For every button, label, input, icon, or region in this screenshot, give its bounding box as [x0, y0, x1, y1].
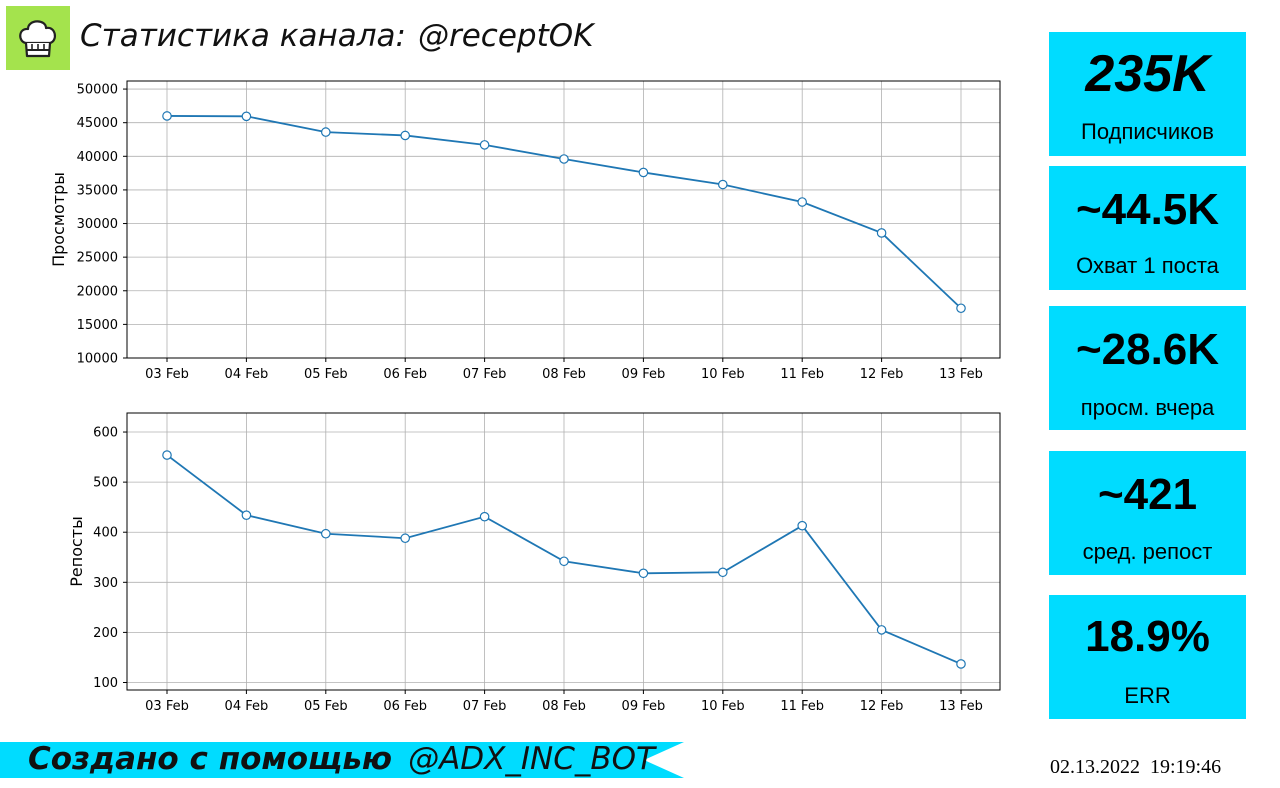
chart-2-y-tick-label: 100: [93, 676, 118, 691]
stat-label: просм. вчера: [1080, 395, 1215, 420]
stat-card-subscribers: 235K Подписчиков: [1049, 32, 1246, 156]
chart-1-data-point: [479, 140, 490, 150]
chart-2-data-point: [638, 568, 649, 579]
stat-label: Охват 1 поста: [1076, 253, 1219, 278]
chart-2-data-point: [797, 520, 807, 531]
chart-1-y-tick-label: 20000: [77, 284, 118, 299]
stat-value: ~44.5K: [1075, 185, 1220, 234]
chart-2-data-point: [559, 556, 569, 567]
chart-1-x-tick-label: 10 Feb: [701, 367, 745, 382]
chart-2-data-point: [876, 625, 887, 635]
stat-card-err: 18.9% ERR: [1049, 595, 1246, 719]
stat-label: Подписчиков: [1081, 119, 1214, 144]
chart-2-data-point: [320, 528, 331, 539]
chart-2-data-point: [162, 450, 172, 460]
chart-2-x-tick-label: 13 Feb: [939, 699, 983, 714]
chart-2-data-point: [400, 533, 410, 544]
chart-2-x-tick-label: 09 Feb: [622, 699, 666, 714]
stat-label: сред. репост: [1082, 539, 1213, 564]
chart-2-x-tick-label: 07 Feb: [463, 699, 507, 714]
chart-2-data-point: [717, 567, 728, 578]
footer-credit: Создано с помощью @ADX_INC_BOT: [28, 739, 655, 779]
chart-2-x-tick-label: 04 Feb: [225, 699, 269, 714]
chart-2-y-tick-label: 600: [93, 426, 118, 441]
chart-2-x-tick-label: 03 Feb: [145, 699, 189, 714]
chef-hat-icon: [6, 6, 70, 70]
chart-1-data-point: [876, 228, 887, 238]
chart-1-y-tick-label: 35000: [77, 183, 118, 198]
chart-1-data-point: [241, 111, 252, 122]
chart-1-x-tick-label: 09 Feb: [622, 367, 666, 382]
chart-1-x-tick-label: 11 Feb: [780, 367, 824, 382]
stat-card-views-yesterday: ~28.6K просм. вчера: [1049, 306, 1246, 430]
title-label: Статистика канала:: [80, 18, 406, 54]
chart-2-data-point: [956, 659, 966, 669]
chart-1-data-point: [559, 154, 569, 164]
chart-2-x-tick-label: 11 Feb: [780, 699, 824, 714]
chart-1-data-point: [717, 179, 728, 190]
chart-2-x-tick-label: 05 Feb: [304, 699, 348, 714]
chart-1-x-tick-label: 04 Feb: [225, 367, 269, 382]
page-title: Статистика канала: @receptOK: [80, 16, 593, 56]
chart-1-x-tick-label: 08 Feb: [542, 367, 586, 382]
stat-value: ~28.6K: [1075, 325, 1220, 374]
chart-1-x-tick-label: 12 Feb: [860, 367, 904, 382]
chart-1-x-tick-label: 03 Feb: [145, 367, 189, 382]
chart-1-y-tick-label: 40000: [77, 150, 118, 165]
chart-1-x-tick-label: 06 Feb: [383, 367, 427, 382]
chart-2-data-point: [479, 511, 490, 522]
bot-handle: @ADX_INC_BOT: [408, 741, 655, 777]
chart-1-y-tick-label: 10000: [77, 352, 118, 367]
chart-1-x-tick-label: 05 Feb: [304, 367, 348, 382]
chart-2-data-point: [241, 510, 252, 520]
chart-1-y-tick-label: 25000: [77, 251, 118, 266]
chart-1-y-tick-label: 30000: [77, 217, 118, 232]
chart-2-x-tick-label: 06 Feb: [383, 699, 427, 714]
chart-1-data-point: [638, 167, 649, 178]
chart-2-y-tick-label: 400: [93, 526, 118, 541]
chart-2-x-tick-label: 12 Feb: [860, 699, 904, 714]
chart-2-x-tick-label: 10 Feb: [701, 699, 745, 714]
chart-1-y-tick-label: 15000: [77, 318, 118, 333]
chart-2-frame: [126, 412, 1001, 691]
chart-1-x-tick-label: 07 Feb: [463, 367, 507, 382]
chart-1-data-point: [400, 130, 410, 141]
chart-1-y-tick-label: 45000: [77, 116, 118, 131]
stat-value: ~421: [1097, 470, 1198, 519]
chart-1-x-tick-label: 13 Feb: [939, 367, 983, 382]
chart-1-y-axis-label: Просмотры: [49, 172, 68, 267]
footer-banner: [0, 742, 684, 778]
chart-1-data-point: [797, 197, 807, 207]
stat-value: 18.9%: [1085, 612, 1210, 661]
timestamp: 02.13.2022 19:19:46: [1050, 756, 1221, 779]
stat-value: 235K: [1085, 45, 1210, 103]
time-text: 19:19:46: [1150, 756, 1222, 778]
chart-1-data-point: [320, 127, 331, 137]
chart-2-y-axis-label: Репосты: [67, 516, 86, 587]
chart-2-x-tick-label: 08 Feb: [542, 699, 586, 714]
chart-1-data-point: [956, 303, 966, 314]
stat-card-reach: ~44.5K Охват 1 поста: [1049, 166, 1246, 290]
chart-2-y-tick-label: 200: [93, 626, 118, 641]
stat-card-avg-repost: ~421 сред. репост: [1049, 451, 1246, 575]
chart-1-y-tick-label: 50000: [77, 83, 118, 98]
charts-area: 03 Feb 04 Feb 05 Feb 06 Feb 07 Feb 08 Feb 09 F…: [49, 80, 1001, 714]
chart-2-y-tick-label: 300: [93, 576, 118, 591]
chart-2-y-tick-label: 500: [93, 476, 118, 491]
channel-handle: @receptOK: [417, 18, 594, 54]
chart-1-data-point: [162, 111, 172, 121]
stat-label: ERR: [1124, 683, 1171, 708]
made-with-text: Создано с помощью: [28, 741, 393, 777]
date-text: 02.13.2022: [1050, 756, 1140, 778]
